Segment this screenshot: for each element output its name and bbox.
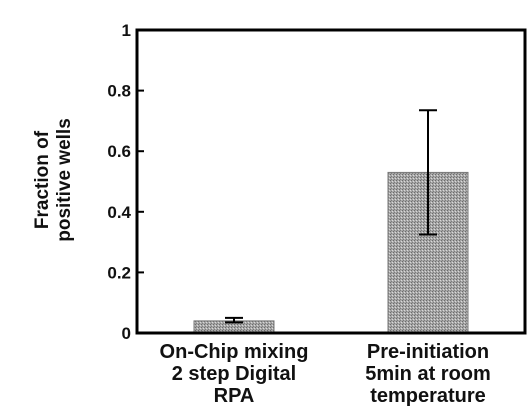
y-tick-label-2: 0.2 <box>107 263 131 282</box>
y-ticks-group: 0 0.2 0.4 0.6 0.8 1 <box>107 21 144 343</box>
y-axis-title-line-2: positive wells <box>54 118 75 242</box>
plot-frame <box>135 28 527 335</box>
x-category-label-1-line-1: On-Chip mixing <box>160 341 309 363</box>
x-category-label-2-line-1: Pre-initiation <box>367 341 489 363</box>
y-tick-label-4: 0.6 <box>107 142 131 161</box>
bars-group <box>193 171 469 334</box>
y-tick-label-5: 0.8 <box>107 82 131 101</box>
x-category-label-2-line-3: temperature <box>370 385 486 407</box>
x-category-label-2-line-2: 5min at room <box>365 363 491 385</box>
x-category-label-1-line-2: 2 step Digital <box>172 363 296 385</box>
y-tick-label-6: 1 <box>122 21 131 40</box>
error-bars-group <box>225 109 437 324</box>
y-axis-title-line-1: Fraction of <box>32 130 53 229</box>
y-tick-label-1: 0 <box>122 324 131 343</box>
x-category-label-1-line-3: RPA <box>214 385 255 407</box>
y-tick-label-3: 0.4 <box>107 203 131 222</box>
y-axis-title: Fraction of positive wells <box>32 118 75 242</box>
